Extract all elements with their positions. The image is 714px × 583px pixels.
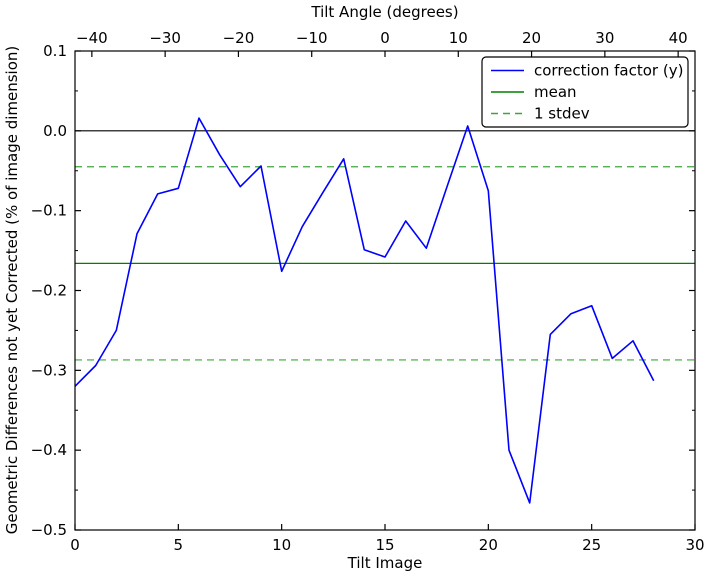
top-axis-tick-label: −40 <box>76 29 108 47</box>
bottom-axis-tick-label: 5 <box>174 536 184 554</box>
y-axis-tick-label: 0.1 <box>43 42 67 60</box>
top-axis-tick-label: 10 <box>449 29 468 47</box>
y-axis-title: Geometric Differences not yet Corrected … <box>3 46 21 535</box>
bottom-axis-tick-label: 25 <box>582 536 601 554</box>
top-axis-tick-label: −10 <box>296 29 328 47</box>
top-axis-tick-label: −30 <box>149 29 181 47</box>
legend-entry-label: correction factor (y) <box>534 62 683 80</box>
legend-box <box>481 56 689 128</box>
y-axis-tick-label: −0.3 <box>31 361 67 379</box>
bottom-axis-tick-label: 30 <box>685 536 704 554</box>
top-axis-tick-label: 30 <box>595 29 614 47</box>
y-axis-tick-label: 0.0 <box>43 122 67 140</box>
y-axis-tick-label: −0.4 <box>31 441 67 459</box>
bottom-axis-title: Tilt Image <box>347 554 423 572</box>
y-axis-tick-label: −0.2 <box>31 282 67 300</box>
y-axis-tick-label: −0.1 <box>31 202 67 220</box>
legend-layer: correction factor (y) mean 1 stdev <box>481 56 689 128</box>
legend-entry-label: mean <box>534 83 577 101</box>
top-axis-tick-label: 40 <box>669 29 688 47</box>
legend-entry-label: 1 stdev <box>534 105 590 123</box>
top-axis-tick-label: 0 <box>380 29 390 47</box>
top-axis-tick-label: −20 <box>223 29 255 47</box>
bottom-axis-tick-label: 10 <box>272 536 291 554</box>
series-line <box>74 117 655 504</box>
bottom-axis-tick-label: 15 <box>375 536 394 554</box>
top-axis-title: Tilt Angle (degrees) <box>310 3 458 21</box>
ticks-layer: 0 5 10 15 20 25 30 −40 −30 −20 −10 0 10 20 30 40 0.1 0.0 −… <box>31 29 705 554</box>
y-axis-tick-label: −0.5 <box>31 521 67 539</box>
bottom-axis-tick-label: 20 <box>479 536 498 554</box>
reference-lines-layer <box>75 130 695 361</box>
series-layer <box>74 117 655 504</box>
bottom-axis-tick-label: 0 <box>70 536 80 554</box>
top-axis-tick-label: 20 <box>522 29 541 47</box>
